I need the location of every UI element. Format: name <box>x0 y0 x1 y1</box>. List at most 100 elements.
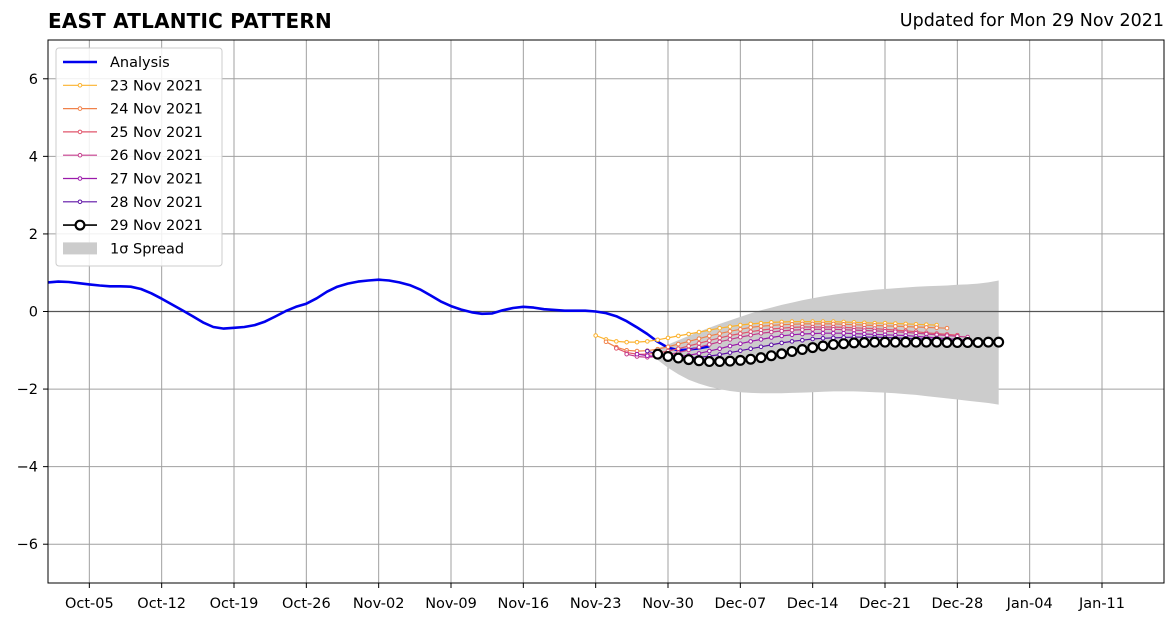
forecast-point <box>727 333 733 338</box>
forecast-point <box>858 337 870 349</box>
forecast-point <box>707 342 712 347</box>
forecast-point <box>758 337 764 342</box>
forecast-point <box>848 337 860 349</box>
legend-item: 23 Nov 2021 <box>63 78 203 94</box>
legend-marker <box>77 152 83 158</box>
forecast-point <box>800 337 805 343</box>
forecast-point <box>645 353 650 359</box>
forecast-point <box>910 336 922 348</box>
forecast-point <box>727 343 733 349</box>
forecast-point <box>717 331 722 336</box>
forecast-point <box>686 339 691 344</box>
legend-patch <box>63 242 97 255</box>
legend-marker <box>77 106 83 111</box>
x-tick-label: Nov-30 <box>642 596 694 612</box>
forecast-point <box>838 338 850 350</box>
forecast-point <box>807 342 819 354</box>
forecast-point <box>789 339 795 344</box>
forecast-point <box>734 354 746 366</box>
forecast-point <box>810 327 815 332</box>
forecast-point <box>696 351 702 356</box>
forecast-point <box>769 342 774 348</box>
x-tick-label: Nov-16 <box>498 596 550 612</box>
forecast-point <box>634 339 640 345</box>
legend-item: 27 Nov 2021 <box>63 172 203 188</box>
forecast-point <box>789 332 795 338</box>
x-tick-label: Nov-02 <box>353 596 405 612</box>
forecast-point <box>982 336 994 348</box>
forecast-point <box>820 327 826 332</box>
forecast-point <box>676 341 681 347</box>
legend-item: 24 Nov 2021 <box>63 102 203 118</box>
forecast-point <box>738 327 743 332</box>
y-tick-label: 0 <box>29 305 38 321</box>
forecast-point <box>614 339 619 344</box>
x-tick-label: Dec-07 <box>714 596 766 612</box>
forecast-point <box>655 337 660 343</box>
forecast-point <box>924 325 929 330</box>
legend-label: 28 Nov 2021 <box>110 195 203 211</box>
forecast-point <box>920 336 932 348</box>
legend-label: 23 Nov 2021 <box>110 78 203 94</box>
forecast-point <box>693 355 705 367</box>
forecast-point <box>776 348 788 360</box>
forecast-point <box>707 333 712 339</box>
forecast-point <box>931 336 943 348</box>
forecast-point <box>624 339 629 345</box>
forecast-point <box>893 323 898 329</box>
forecast-point <box>717 325 722 331</box>
forecast-point <box>972 337 984 349</box>
y-tick-label: 4 <box>29 149 38 165</box>
forecast-point <box>603 339 609 345</box>
legend-label: 27 Nov 2021 <box>110 172 203 188</box>
forecast-point <box>686 343 691 349</box>
forecast-point <box>652 348 664 360</box>
legend-item: 26 Nov 2021 <box>63 148 203 164</box>
forecast-point <box>869 336 881 348</box>
legend-marker <box>77 176 83 181</box>
chart-title: EAST ATLANTIC PATTERN <box>48 9 332 33</box>
forecast-point <box>779 333 784 339</box>
forecast-point <box>645 339 650 344</box>
forecast-line <box>616 326 958 355</box>
forecast-point <box>810 331 815 336</box>
forecast-point <box>707 348 712 354</box>
x-tick-label: Dec-28 <box>931 596 983 612</box>
x-tick-label: Oct-26 <box>282 596 331 612</box>
forecast-point <box>724 355 736 367</box>
legend-item: 29 Nov 2021 <box>63 218 203 234</box>
forecast-point <box>786 345 798 357</box>
y-tick-label: −6 <box>17 537 38 553</box>
legend-label: 29 Nov 2021 <box>110 218 203 234</box>
forecast-point <box>717 339 722 345</box>
forecast-point <box>686 347 691 353</box>
forecast-point <box>717 346 722 352</box>
forecast-point <box>831 327 836 332</box>
legend-item: Analysis <box>63 55 170 71</box>
forecast-line <box>626 328 968 358</box>
forecast-point <box>696 336 702 341</box>
forecast-point <box>707 327 712 333</box>
legend: Analysis 23 Nov 2021 24 Nov 2021 25 Nov 202… <box>55 47 223 267</box>
forecast-point <box>769 329 774 335</box>
y-tick-label: 6 <box>29 72 38 88</box>
forecast-point <box>820 330 826 336</box>
forecast-point <box>738 348 743 353</box>
forecast-point <box>662 350 674 362</box>
forecast-point <box>951 337 963 349</box>
legend-item: 25 Nov 2021 <box>63 125 203 141</box>
forecast-point <box>748 325 753 330</box>
forecast-point <box>727 324 733 329</box>
x-tick-label: Dec-21 <box>859 596 911 612</box>
forecast-point <box>714 356 726 368</box>
legend-label: 24 Nov 2021 <box>110 102 203 118</box>
forecast-point <box>831 330 836 336</box>
forecast-point <box>934 325 939 331</box>
forecast-point <box>800 327 805 333</box>
x-tick-label: Jan-04 <box>1006 596 1053 612</box>
forecast-point <box>748 332 753 338</box>
x-tick-label: Oct-19 <box>210 596 259 612</box>
legend-item: 1σ Spread <box>63 241 184 257</box>
forecast-point <box>645 348 650 354</box>
legend-label: 25 Nov 2021 <box>110 125 203 141</box>
